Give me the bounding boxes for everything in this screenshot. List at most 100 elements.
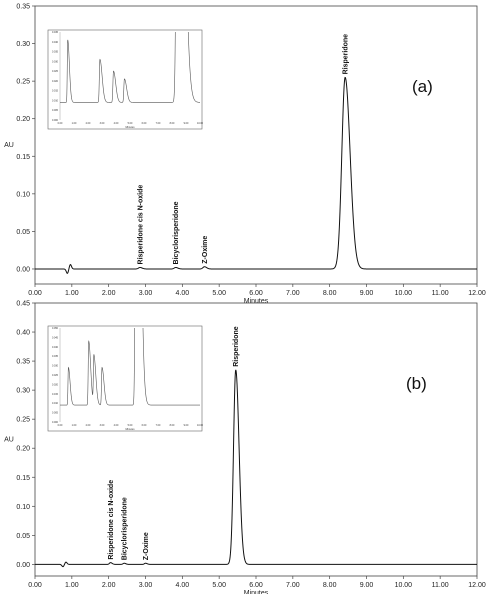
peak-label: Bicyclorisperidone [122, 497, 129, 560]
inset-x-tick-label: 8.00 [170, 424, 175, 427]
x-tick-label: 8.00 [323, 582, 337, 589]
y-tick-label: 0.05 [16, 229, 30, 236]
inset-y-tick-label: 0.005 [52, 412, 59, 415]
inset-x-tick-label: 4.00 [114, 424, 119, 427]
x-tick-label: 7.00 [286, 582, 300, 589]
x-axis-label: Minutes [244, 590, 269, 594]
y-tick-label: 0.30 [16, 41, 30, 48]
inset-x-tick-label: 5.00 [128, 424, 133, 427]
y-tick-label: 0.15 [16, 154, 30, 161]
y-tick-label: 0.15 [16, 475, 30, 482]
inset-y-tick-label: 0.010 [52, 402, 59, 405]
inset-y-tick-label: 0.030 [52, 60, 59, 63]
inset-y-tick-label: 0.035 [52, 51, 59, 54]
inset-trace [60, 32, 200, 103]
y-tick-label: 0.45 [16, 301, 30, 308]
inset-x-tick-label: 8.00 [170, 122, 175, 125]
x-tick-label: 9.00 [360, 582, 374, 589]
inset-x-tick-label: 5.00 [128, 122, 133, 125]
y-tick-label: 0.35 [16, 359, 30, 366]
inset-x-tick-label: 1.00 [72, 424, 77, 427]
inset-y-tick-label: 0.005 [52, 109, 59, 112]
y-tick-label: 0.25 [16, 417, 30, 424]
x-tick-label: 10.00 [395, 290, 413, 297]
y-tick-label: 0.40 [16, 330, 30, 337]
inset-y-tick-label: 0.025 [52, 70, 59, 73]
peak-label: Risperidone cis N-oxide [108, 480, 115, 560]
inset-x-tick-label: 6.00 [142, 122, 147, 125]
inset-x-tick-label: 9.00 [184, 122, 189, 125]
panel-label: (a) [412, 77, 433, 96]
peak-label: Risperidone [233, 326, 240, 367]
inset-y-tick-label: 0.000 [52, 421, 59, 424]
y-tick-label: 0.10 [16, 191, 30, 198]
inset-x-tick-label: 7.00 [156, 424, 161, 427]
inset-x-tick-label: 0.00 [58, 122, 63, 125]
inset-y-tick-label: 0.045 [52, 31, 59, 34]
x-tick-label: 3.00 [139, 290, 153, 297]
inset-chart: 0.000 0.005 0.010 0.015 0.020 0.025 0.030 0.035… [47, 325, 204, 432]
y-tick-label: 0.10 [16, 504, 30, 511]
inset-x-tick-label: 6.00 [142, 424, 147, 427]
x-tick-label: 0.00 [28, 290, 42, 297]
x-tick-label: 5.00 [212, 582, 226, 589]
inset-y-tick-label: 0.040 [52, 41, 59, 44]
y-tick-label: 0.05 [16, 533, 30, 540]
x-tick-label: 2.00 [102, 582, 116, 589]
y-tick-label: 0.30 [16, 388, 30, 395]
peak-label: Z-Oxime [202, 236, 209, 264]
x-tick-label: 4.00 [176, 290, 190, 297]
chromatogram-trace [35, 76, 477, 274]
inset-x-tick-label: 0.00 [58, 424, 63, 427]
peak-label: Risperidone cis N-oxide [137, 185, 144, 265]
inset-y-tick-label: 0.040 [52, 346, 59, 349]
inset-y-tick-label: 0.025 [52, 374, 59, 377]
inset-y-tick-label: 0.045 [52, 336, 59, 339]
x-tick-label: 2.00 [102, 290, 116, 297]
y-tick-label: 0.00 [16, 266, 30, 273]
y-axis-label: AU [4, 142, 14, 149]
peak-label: Z-Oxime [143, 532, 150, 560]
chromatogram-trace [35, 369, 477, 568]
x-tick-label: 0.00 [28, 582, 42, 589]
inset-x-tick-label: 3.00 [100, 424, 105, 427]
x-tick-label: 11.00 [432, 582, 449, 589]
x-tick-label: 11.00 [432, 290, 449, 297]
y-tick-label: 0.35 [16, 4, 30, 11]
inset-x-tick-label: 2.00 [86, 424, 91, 427]
panel-label: (b) [406, 374, 427, 393]
inset-x-tick-label: 4.00 [114, 122, 119, 125]
inset-y-tick-label: 0.030 [52, 365, 59, 368]
x-axis-label: Minutes [244, 298, 269, 305]
inset-trace [60, 328, 200, 406]
y-tick-label: 0.00 [16, 562, 30, 569]
inset-y-tick-label: 0.035 [52, 355, 59, 358]
inset-y-tick-label: 0.015 [52, 90, 59, 93]
x-tick-label: 6.00 [249, 290, 263, 297]
inset-x-tick-label: 7.00 [156, 122, 161, 125]
x-tick-label: 1.00 [65, 582, 79, 589]
x-tick-label: 4.00 [176, 582, 190, 589]
inset-x-tick-label: 1.00 [72, 122, 77, 125]
y-tick-label: 0.20 [16, 446, 30, 453]
x-tick-label: 9.00 [360, 290, 374, 297]
inset-x-axis-label: Minutes [125, 427, 135, 431]
x-tick-label: 1.00 [65, 290, 79, 297]
x-tick-label: 5.00 [212, 290, 226, 297]
inset-y-tick-label: 0.000 [52, 119, 59, 122]
y-axis-label: AU [4, 437, 14, 444]
y-tick-label: 0.25 [16, 79, 30, 86]
x-tick-label: 8.00 [323, 290, 337, 297]
inset-x-tick-label: 10.00 [197, 122, 204, 125]
x-tick-label: 3.00 [139, 582, 153, 589]
peak-label: Bicyclorisperidone [173, 201, 180, 264]
inset-x-tick-label: 9.00 [184, 424, 189, 427]
inset-y-tick-label: 0.020 [52, 80, 59, 83]
inset-x-tick-label: 2.00 [86, 122, 91, 125]
inset-chart: 0.000 0.005 0.010 0.015 0.020 0.025 0.030 0.035… [47, 29, 204, 130]
inset-y-tick-label: 0.050 [52, 327, 59, 330]
inset-x-axis-label: Minutes [125, 125, 135, 129]
inset-x-tick-label: 3.00 [100, 122, 105, 125]
x-tick-label: 7.00 [286, 290, 300, 297]
